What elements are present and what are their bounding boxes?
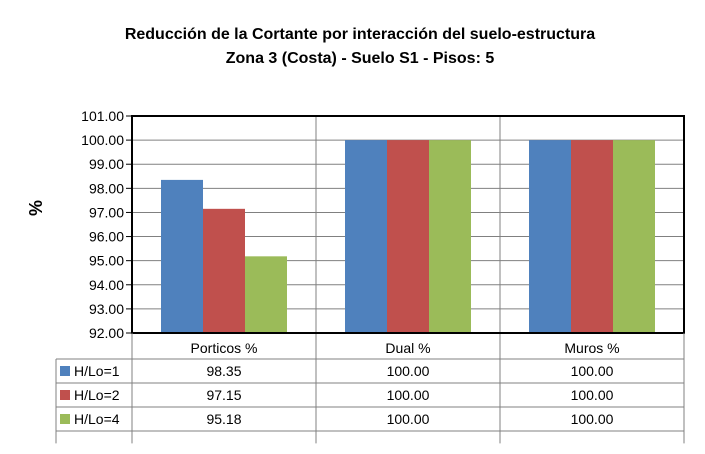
y-tick-label: 95.00 (89, 253, 124, 269)
legend-label: H/Lo=1 (74, 363, 120, 379)
bar (529, 140, 571, 333)
bar (203, 208, 245, 333)
table-value: 98.35 (206, 363, 241, 379)
y-tick-label: 100.00 (81, 132, 124, 148)
table-value: 100.00 (387, 387, 430, 403)
chart-title: Reducción de la Cortante por interacción… (125, 26, 595, 43)
table-value: 100.00 (387, 363, 430, 379)
table-value: 100.00 (387, 411, 430, 427)
x-tick-label: Muros % (564, 340, 619, 356)
x-tick-label: Dual % (385, 340, 430, 356)
legend-swatch (60, 366, 70, 376)
table-value: 97.15 (206, 387, 241, 403)
bar (387, 140, 429, 333)
y-tick-label: 92.00 (89, 325, 124, 341)
y-axis-label: % (26, 200, 46, 216)
bar (429, 140, 471, 333)
plot-border (131, 115, 685, 334)
y-tick-label: 97.00 (89, 204, 124, 220)
y-tick-label: 93.00 (89, 301, 124, 317)
legend-label: H/Lo=4 (74, 411, 120, 427)
bar (161, 179, 203, 333)
y-tick-label: 98.00 (89, 180, 124, 196)
table-value: 95.18 (206, 411, 241, 427)
x-tick-label: Porticos % (191, 340, 258, 356)
bar (613, 140, 655, 333)
y-tick-label: 96.00 (89, 229, 124, 245)
table-value: 100.00 (571, 411, 614, 427)
y-tick-label: 99.00 (89, 156, 124, 172)
y-tick-label: 101.00 (81, 108, 124, 124)
bar (345, 140, 387, 333)
bar (245, 256, 287, 333)
bar (571, 140, 613, 333)
legend-swatch (60, 390, 70, 400)
table-value: 100.00 (571, 387, 614, 403)
legend-swatch (60, 414, 70, 424)
legend-label: H/Lo=2 (74, 387, 120, 403)
plot-area: 92.00 93.00 94.00 95.00 96.00 97.00 98.00 99.00… (55, 108, 685, 444)
y-tick-label: 94.00 (89, 277, 124, 293)
table-value: 100.00 (571, 363, 614, 379)
chart-subtitle: Zona 3 (Costa) - Suelo S1 - Pisos: 5 (226, 50, 495, 67)
